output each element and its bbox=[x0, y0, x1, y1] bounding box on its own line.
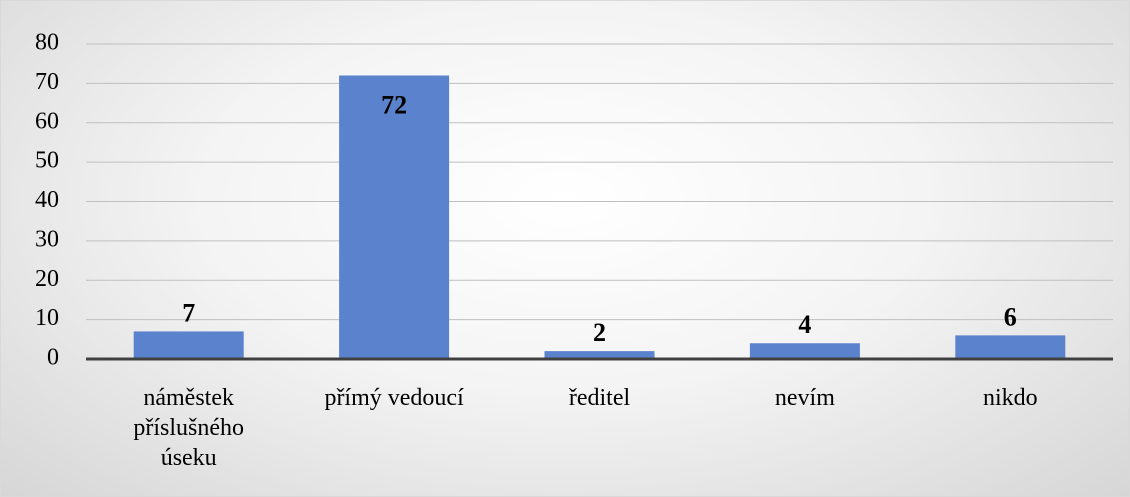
y-tick-label: 0 bbox=[47, 345, 59, 371]
y-tick-label: 60 bbox=[35, 108, 59, 134]
bar bbox=[544, 351, 655, 359]
x-tick-label: náměstek příslušného úseku bbox=[133, 385, 245, 471]
y-tick-label: 80 bbox=[35, 30, 59, 56]
value-label: 72 bbox=[381, 90, 407, 119]
x-tick-label: přímý vedoucí bbox=[324, 385, 464, 411]
y-tick-label: 20 bbox=[35, 266, 59, 292]
value-label: 2 bbox=[593, 318, 606, 347]
y-tick-label: 10 bbox=[35, 305, 59, 331]
value-label: 6 bbox=[1004, 302, 1017, 331]
y-tick-label: 50 bbox=[35, 148, 59, 174]
bar bbox=[339, 75, 450, 359]
x-tick-label: nikdo bbox=[982, 385, 1038, 411]
bar bbox=[133, 331, 244, 359]
y-tick-label: 70 bbox=[35, 69, 59, 95]
y-tick-label: 40 bbox=[35, 187, 59, 213]
y-tick-label: 30 bbox=[35, 226, 59, 252]
value-label: 4 bbox=[798, 310, 811, 339]
x-tick-label: nevím bbox=[774, 385, 835, 411]
bar bbox=[749, 343, 860, 359]
value-label: 7 bbox=[182, 298, 195, 327]
bar bbox=[955, 335, 1066, 359]
x-tick-label: ředitel bbox=[568, 385, 631, 411]
